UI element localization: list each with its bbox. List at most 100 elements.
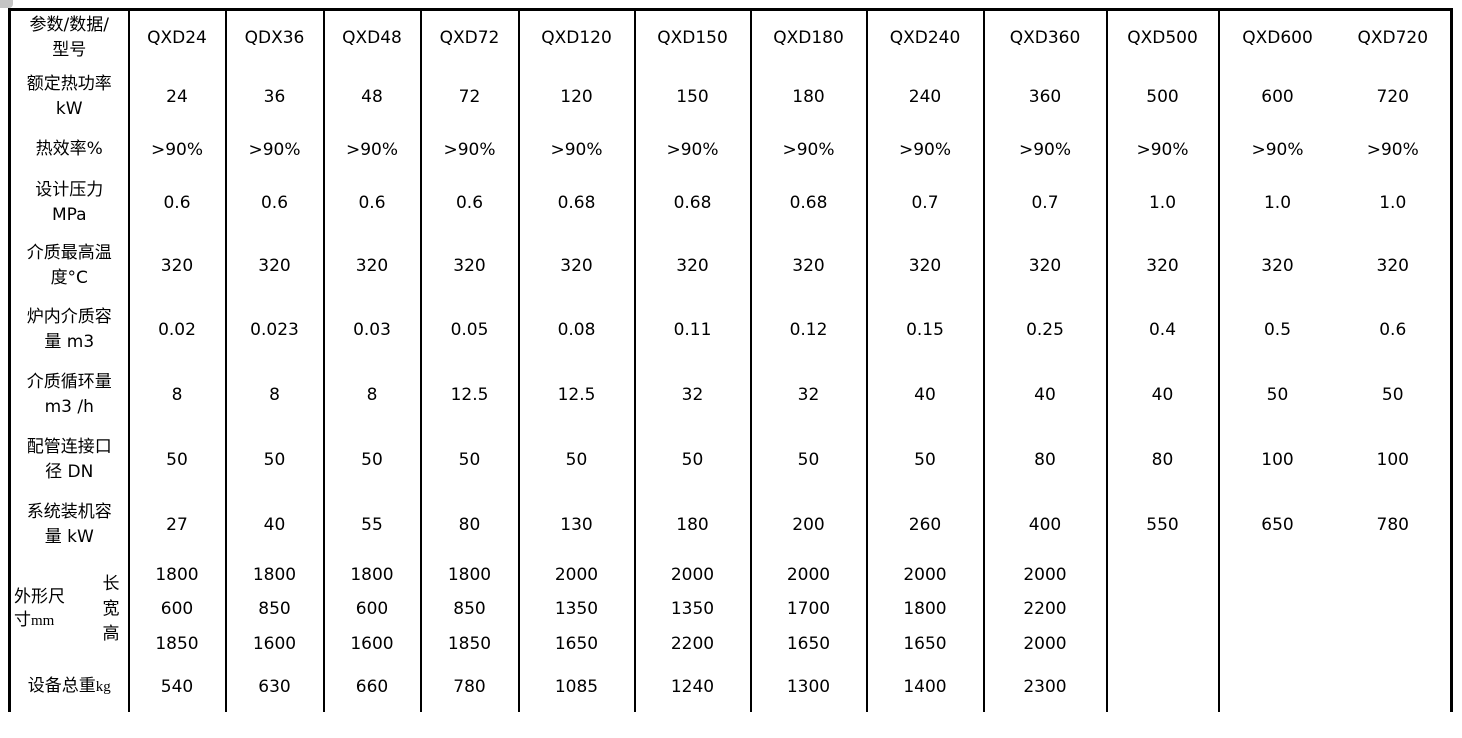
cell-circulation-QXD120: 12.5 [517, 361, 635, 428]
cell-system-capacity-QXD720: 780 [1376, 514, 1409, 535]
cell-system-capacity-QXD48: 55 [322, 491, 421, 558]
cell-circulation-QXD48: 8 [322, 361, 421, 428]
cell-design-pressure-QXD120: 0.68 [517, 171, 635, 234]
row-label-total-weight: 设备总重kg [27, 675, 111, 696]
cell-max-temp-QXD360: 320 [982, 233, 1107, 298]
cell-model-QXD150: QXD150 [633, 9, 751, 66]
cell-circulation-QXD360: 40 [982, 361, 1107, 428]
row-label-design-pressure: 设计压力 MPa [35, 179, 104, 225]
row-label-medium-volume: 炉内介质容 量 m3 [26, 306, 112, 352]
cell-system-capacity-QXD240: 260 [865, 491, 984, 558]
cell-design-pressure-QXD150: 0.68 [633, 171, 751, 234]
cell-efficiency-QDX36: >90% [224, 127, 324, 172]
cell-dim-height-QXD600 [1217, 625, 1336, 662]
cell-max-temp-QXD720: 320 [1376, 255, 1409, 276]
cell-dim-width-QXD600 [1217, 592, 1336, 626]
cell-dim-height-QXD48: 1600 [322, 625, 421, 662]
cell-efficiency-QXD720: >90% [1366, 139, 1419, 160]
cell-efficiency-QXD180: >90% [749, 127, 867, 172]
cell-efficiency-QXD360: >90% [982, 127, 1107, 172]
cell-max-temp-QXD500: 320 [1105, 233, 1219, 298]
cell-dim-height-QXD72: 1850 [419, 625, 519, 662]
cell-circulation-QXD72: 12.5 [419, 361, 519, 428]
cell-medium-volume-QXD120: 0.08 [517, 297, 635, 362]
cell-medium-volume-QXD240: 0.15 [865, 297, 984, 362]
cell-model-QXD240: QXD240 [865, 9, 984, 66]
cell-dim-height-QXD240: 1650 [865, 625, 984, 662]
cell-system-capacity-QXD150: 180 [633, 491, 751, 558]
table-row-dim-length: 外形尺 寸mm 长 宽 高 1800 1800 1800 1800 2000 2000 20… [10, 557, 1452, 644]
cell-system-capacity-QXD72: 80 [419, 491, 519, 558]
cell-dim-length-QXD240: 2000 [865, 557, 984, 593]
cell-system-capacity-QXD500: 550 [1105, 491, 1219, 558]
cell-model-QXD180: QXD180 [749, 9, 867, 66]
cell-medium-volume-QXD600: 0.5 [1217, 297, 1336, 362]
row-label-efficiency: 热效率% [35, 139, 103, 159]
table-row-medium-volume: 炉内介质容 量 m3 0.02 0.023 0.03 0.05 0.08 0.11 0.12… [10, 297, 1452, 362]
cell-model-QXD720: QXD720 [1357, 28, 1429, 49]
cell-model-QXD24: QXD24 [127, 9, 226, 66]
cell-design-pressure-QXD180: 0.68 [749, 171, 867, 234]
cell-max-temp-QXD72: 320 [419, 233, 519, 298]
table-row-pipe-dn: 配管连接口 径 DN 50 50 50 50 50 50 50 50 80 80 100 100 [10, 427, 1452, 492]
cell-model-QXD360: QXD360 [982, 9, 1107, 66]
table-row-max-temp: 介质最高温 度°C 320 320 320 320 320 320 320 320 320 320… [10, 233, 1452, 298]
row-label-system-capacity: 系统装机容 量 kW [26, 501, 112, 547]
row-label-circulation: 介质循环量 m3 /h [26, 371, 112, 417]
cell-rated-power-QXD48: 48 [322, 65, 421, 128]
cell-medium-volume-QXD48: 0.03 [322, 297, 421, 362]
cell-efficiency-QXD240: >90% [865, 127, 984, 172]
cell-design-pressure-QXD24: 0.6 [127, 171, 226, 234]
cell-dim-length-QXD180: 2000 [749, 557, 867, 593]
cell-rated-power-QDX36: 36 [224, 65, 324, 128]
dim-height-label: 高 [102, 624, 120, 644]
cell-efficiency-QXD48: >90% [322, 127, 421, 172]
cell-rated-power-QXD240: 240 [865, 65, 984, 128]
cell-circulation-QXD240: 40 [865, 361, 984, 428]
spec-table: 参数/数据/ 型号 QXD24 QDX36 QXD48 QXD72 QXD120 QXD1… [8, 8, 1453, 712]
cell-dim-width-QXD150: 1350 [633, 592, 751, 626]
dim-length-label: 长 [102, 574, 120, 594]
cell-dim-width-QXD24: 600 [127, 592, 226, 626]
cell-dim-length-QXD500 [1105, 557, 1219, 593]
cell-total-weight-QXD360: 2300 [982, 661, 1107, 712]
cell-medium-volume-QXD24: 0.02 [127, 297, 226, 362]
cell-efficiency-QXD72: >90% [419, 127, 519, 172]
cell-efficiency-QXD120: >90% [517, 127, 635, 172]
cell-max-temp-QXD600: 320 [1217, 233, 1336, 298]
cell-total-weight-QXD150: 1240 [633, 661, 751, 712]
cell-circulation-QDX36: 8 [224, 361, 324, 428]
cell-system-capacity-QXD180: 200 [749, 491, 867, 558]
cell-max-temp-QXD150: 320 [633, 233, 751, 298]
cell-dim-length-QXD360: 2000 [982, 557, 1107, 593]
cell-system-capacity-QXD24: 27 [127, 491, 226, 558]
cell-dim-length-QXD24: 1800 [127, 557, 226, 593]
cell-circulation-QXD180: 32 [749, 361, 867, 428]
cell-dim-width-QDX36: 850 [224, 592, 324, 626]
cell-circulation-QXD150: 32 [633, 361, 751, 428]
cell-total-weight-QXD240: 1400 [865, 661, 984, 712]
cell-pipe-dn-QXD720: 100 [1376, 449, 1409, 470]
cell-max-temp-QXD180: 320 [749, 233, 867, 298]
cell-rated-power-QXD500: 500 [1105, 65, 1219, 128]
cell-dim-length-QXD120: 2000 [517, 557, 635, 593]
cell-total-weight-QXD180: 1300 [749, 661, 867, 712]
cell-pipe-dn-QXD500: 80 [1105, 427, 1219, 492]
cell-model-QXD120: QXD120 [517, 9, 635, 66]
cell-max-temp-QXD24: 320 [127, 233, 226, 298]
cell-design-pressure-QXD500: 1.0 [1105, 171, 1219, 234]
cell-rated-power-QXD360: 360 [982, 65, 1107, 128]
table-row-dim-height: 1850 1600 1600 1850 1650 2200 1650 1650 2000 [10, 625, 1452, 662]
cell-total-weight-QXD48: 660 [322, 661, 421, 712]
table-row-dim-width: 600 850 600 850 1350 1350 1700 1800 2200 [10, 592, 1452, 626]
cell-medium-volume-QXD360: 0.25 [982, 297, 1107, 362]
corner-artifact [0, 0, 13, 8]
dim-width-label: 宽 [102, 599, 120, 619]
row-label-rated-power: 额定热功率 kW [26, 73, 112, 119]
cell-total-weight-QXD600 [1217, 661, 1336, 712]
cell-dim-height-QDX36: 1600 [224, 625, 324, 662]
cell-dim-length-QXD72: 1800 [419, 557, 519, 593]
cell-rated-power-QXD180: 180 [749, 65, 867, 128]
row-label-max-temp: 介质最高温 度°C [26, 242, 112, 288]
cell-circulation-QXD600: 50 [1217, 361, 1336, 428]
